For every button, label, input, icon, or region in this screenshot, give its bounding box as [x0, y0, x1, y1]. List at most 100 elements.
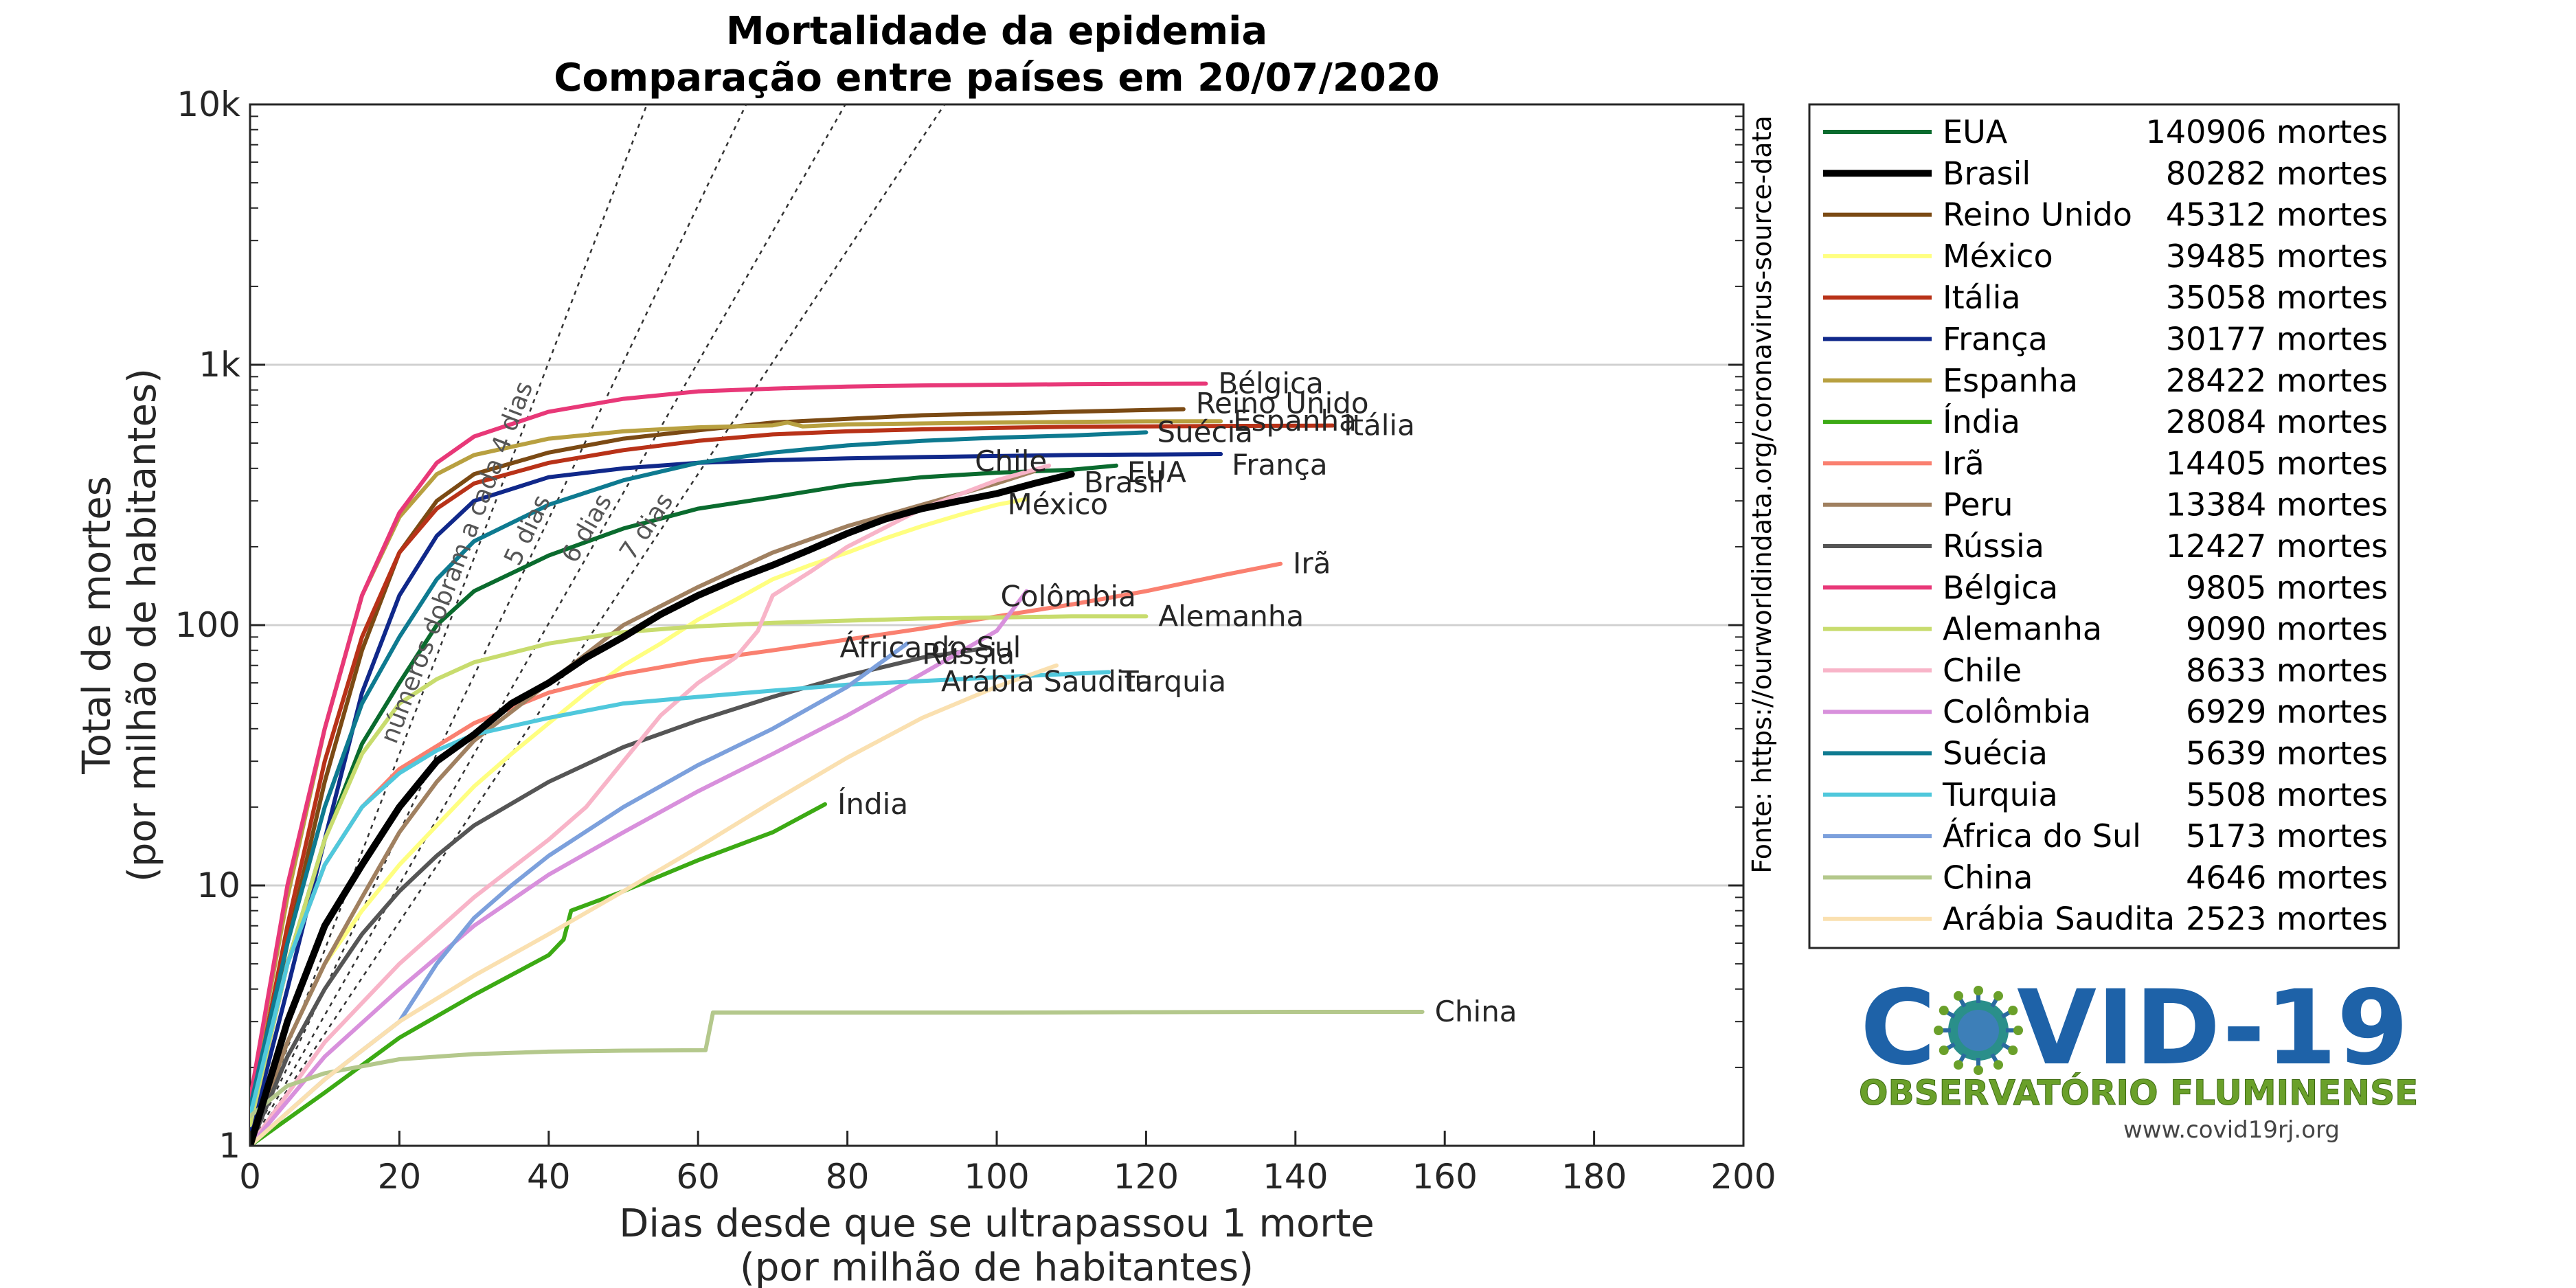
- legend-name: China: [1943, 859, 2033, 896]
- series-line-Brasil: [250, 471, 1075, 1146]
- virus-spike-tip: [1954, 1060, 1963, 1070]
- series-line-Chile: [250, 463, 1052, 1146]
- series-label-Itália: Itália: [1344, 409, 1415, 442]
- legend-deaths: 28422 mortes: [2166, 362, 2388, 399]
- legend-box: [1808, 103, 2400, 949]
- legend-name: Rússia: [1943, 528, 2044, 565]
- series-line-Índia: [250, 802, 827, 1146]
- virus-spike-tip: [1974, 986, 1983, 995]
- series-line-Turquia: [250, 670, 1111, 1118]
- y-axis-label: Total de mortes: [75, 476, 120, 775]
- legend-name: Brasil: [1943, 155, 2031, 192]
- series-label-Índia: Índia: [837, 787, 908, 821]
- legend-name: Reino Unido: [1943, 196, 2132, 234]
- chart-subtitle: Comparação entre países em 20/07/2020: [554, 56, 1440, 100]
- series-line-Colômbia: [250, 589, 1029, 1146]
- covid19-logo: C VID-19 OBSERVATÓRIO FLUMINENSE www.cov…: [1859, 969, 2419, 1144]
- legend-name: Itália: [1943, 279, 2021, 316]
- legend-deaths: 28084 mortes: [2166, 403, 2388, 440]
- legend-deaths: 5508 mortes: [2186, 776, 2388, 813]
- legend-deaths: 80282 mortes: [2166, 155, 2388, 192]
- y-tick-label: 1: [218, 1126, 240, 1166]
- x-tick-label: 160: [1412, 1157, 1477, 1197]
- x-tick-label: 20: [378, 1157, 422, 1197]
- legend-deaths: 12427 mortes: [2166, 528, 2388, 565]
- series-lines: [250, 381, 1425, 1146]
- x-tick-label: 100: [964, 1157, 1029, 1197]
- series-label-EUA: EUA: [1127, 455, 1186, 489]
- series-label-França: França: [1232, 448, 1328, 482]
- x-tick-label: 180: [1561, 1157, 1627, 1197]
- x-tick-label: 60: [676, 1157, 720, 1197]
- series-line-Itália: [250, 423, 1335, 1118]
- legend-name: Arábia Saudita: [1943, 901, 2175, 938]
- series-label-Turquia: Turquia: [1120, 664, 1226, 698]
- series-label-Bélgica: Bélgica: [1218, 367, 1323, 400]
- legend-name: Alemanha: [1943, 611, 2102, 648]
- legend-name: Turquia: [1942, 776, 2058, 813]
- x-tick-label: 200: [1710, 1157, 1776, 1197]
- x-axis-ticks: 0 20 40 60 80 100 120 140 160 180 200: [239, 1131, 1776, 1197]
- x-axis-label: Dias desde que se ultrapassou 1 morte: [619, 1201, 1374, 1246]
- legend-deaths: 9090 mortes: [2186, 611, 2388, 648]
- legend-deaths: 35058 mortes: [2166, 279, 2388, 316]
- virus-spike-tip: [2008, 1006, 2018, 1015]
- virus-spike-tip: [1974, 1065, 1983, 1075]
- series-line-Alemanha: [250, 614, 1149, 1127]
- legend-name: Colômbia: [1943, 693, 2091, 730]
- guide-line: [250, 104, 846, 1146]
- series-label-Reino Unido: Reino Unido: [1196, 387, 1369, 420]
- legend-deaths: 4646 mortes: [2186, 859, 2388, 896]
- legend-deaths: 45312 mortes: [2166, 196, 2388, 234]
- series-label-Irã: Irã: [1293, 547, 1331, 580]
- series-label-Brasil: Brasil: [1084, 465, 1164, 499]
- logo-text: VID-19: [2017, 969, 2408, 1088]
- grid-lines: [250, 363, 1743, 887]
- series-line-Arábia Saudita: [250, 663, 1059, 1146]
- y-axis-ticks: 1 10 100 1k 10k: [175, 84, 1743, 1166]
- legend-name: Índia: [1943, 403, 2020, 440]
- source-note: Fonte: https://ourworldindata.org/corona…: [1747, 115, 1777, 874]
- series-label-África do Sul: África do Sul: [840, 630, 1021, 664]
- x-tick-label: 120: [1114, 1157, 1179, 1197]
- series-label-Rússia: Rússia: [922, 637, 1015, 671]
- series-line-Rússia: [250, 645, 992, 1146]
- legend-deaths: 5639 mortes: [2186, 735, 2388, 772]
- series-label-Suécia: Suécia: [1157, 415, 1253, 449]
- series-line-Reino Unido: [250, 407, 1186, 1127]
- y-axis-label-units: (por milhão de habitantes): [120, 368, 165, 882]
- legend: EUA 140906 mortes Brasil 80282 mortes Reino …: [1823, 113, 2388, 938]
- virus-spike-tip: [1993, 1060, 2003, 1070]
- legend-name: Bélgica: [1943, 569, 2058, 606]
- x-tick-label: 140: [1263, 1157, 1328, 1197]
- legend-name: EUA: [1943, 113, 2008, 150]
- x-axis-label-units: (por milhão de habitantes): [740, 1245, 1254, 1288]
- legend-deaths: 6929 mortes: [2186, 693, 2388, 730]
- logo-subtitle: OBSERVATÓRIO FLUMINENSE: [1859, 1072, 2418, 1113]
- legend-deaths: 9805 mortes: [2186, 569, 2388, 606]
- series-label-México: México: [1007, 487, 1108, 521]
- virus-spike-tip: [2008, 1046, 2018, 1055]
- virus-icon: [1934, 986, 2023, 1075]
- series-label-Arábia Saudita: Arábia Saudita: [941, 665, 1153, 699]
- legend-deaths: 140906 mortes: [2146, 113, 2388, 150]
- series-line-Suécia: [250, 430, 1149, 1110]
- legend-name: Peru: [1943, 486, 2013, 523]
- legend-name: Espanha: [1943, 362, 2078, 399]
- virus-spike-tip: [1954, 991, 1963, 1001]
- guide-line: [250, 104, 946, 1146]
- series-label-Colômbia: Colômbia: [1000, 580, 1136, 613]
- legend-deaths: 14405 mortes: [2166, 444, 2388, 482]
- x-tick-label: 0: [239, 1157, 261, 1197]
- legend-deaths: 8633 mortes: [2186, 652, 2388, 689]
- logo-url: www.covid19rj.org: [2123, 1116, 2340, 1144]
- series-label-Alemanha: Alemanha: [1158, 599, 1304, 633]
- legend-deaths: 39485 mortes: [2166, 238, 2388, 275]
- y-tick-label: 100: [175, 605, 240, 645]
- legend-name: México: [1943, 238, 2053, 275]
- legend-deaths: 13384 mortes: [2166, 486, 2388, 523]
- x-tick-label: 80: [826, 1157, 870, 1197]
- series-line-Bélgica: [250, 381, 1208, 1103]
- virus-spike-tip: [1939, 1006, 1949, 1015]
